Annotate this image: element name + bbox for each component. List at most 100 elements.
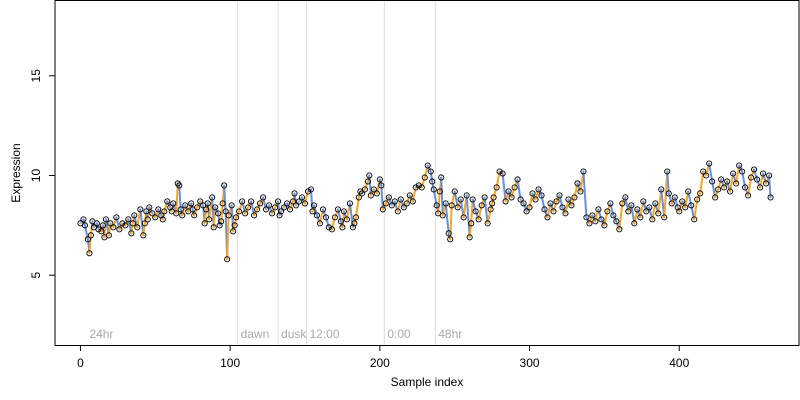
data-point	[204, 200, 211, 207]
y-tick-label: 10	[29, 168, 43, 182]
data-point	[325, 224, 332, 231]
data-point	[191, 212, 198, 219]
series-segment	[148, 206, 154, 215]
x-axis: 0 100 200 300 400	[77, 345, 690, 370]
data-point	[263, 206, 270, 213]
series-segment	[321, 208, 327, 219]
data-point	[622, 194, 629, 201]
data-point	[739, 168, 746, 175]
series-segment	[233, 216, 238, 227]
data-point	[403, 200, 410, 207]
series-points	[77, 160, 774, 263]
data-point	[378, 182, 385, 189]
series-segment	[399, 198, 405, 209]
data-point	[209, 194, 216, 201]
data-point	[718, 176, 725, 183]
marker-lines	[237, 1, 436, 345]
series-segment	[303, 190, 309, 205]
data-point	[275, 198, 282, 205]
series-segment	[336, 208, 342, 223]
data-point	[179, 212, 186, 219]
series-segment	[244, 206, 250, 215]
series-segment	[429, 170, 434, 183]
series-segment	[181, 204, 187, 217]
series-segment	[594, 208, 600, 223]
series-segment	[423, 164, 429, 179]
data-point	[81, 222, 88, 229]
data-point	[646, 204, 653, 211]
data-point	[225, 212, 232, 219]
data-point	[514, 176, 521, 183]
data-point	[637, 214, 644, 221]
data-point	[736, 162, 743, 169]
data-point	[158, 212, 165, 219]
data-point	[562, 210, 569, 217]
marker-label-2: dusk	[281, 327, 307, 341]
data-point	[628, 202, 635, 209]
data-point	[493, 184, 500, 191]
series-segment	[130, 222, 134, 235]
series-segment	[289, 200, 295, 211]
series-segment	[256, 202, 262, 211]
data-point	[98, 228, 105, 235]
data-point	[448, 202, 455, 209]
series-segment	[348, 202, 354, 229]
data-point	[520, 200, 527, 207]
data-point	[468, 220, 475, 227]
series-segment	[232, 224, 236, 233]
data-point	[113, 214, 120, 221]
series-segment	[501, 172, 507, 203]
data-point	[233, 214, 240, 221]
data-point	[286, 206, 294, 213]
series-segment	[426, 164, 432, 173]
data-point	[490, 194, 497, 201]
data-point	[366, 172, 373, 179]
data-point	[496, 168, 503, 175]
series-segment	[522, 202, 528, 213]
data-point	[586, 220, 593, 227]
series-segment	[420, 176, 426, 189]
data-point	[619, 200, 626, 207]
series-segments	[79, 162, 772, 261]
series-segment	[714, 188, 720, 199]
data-point	[565, 196, 572, 203]
data-point	[658, 186, 665, 193]
data-point	[291, 190, 298, 197]
series-segment	[483, 196, 489, 225]
series-segment	[431, 180, 435, 191]
series-segment	[673, 196, 679, 209]
data-point	[715, 186, 722, 193]
series-segment	[612, 214, 618, 223]
data-point	[712, 194, 719, 201]
data-point	[245, 204, 252, 211]
data-point	[409, 198, 416, 205]
data-point	[176, 182, 183, 189]
data-point	[526, 204, 533, 211]
series-segment	[693, 198, 699, 221]
data-point	[469, 196, 476, 203]
series-segment	[437, 190, 441, 215]
data-point	[388, 202, 395, 209]
data-point	[367, 192, 374, 199]
series-segment	[178, 184, 182, 211]
data-point	[478, 202, 485, 209]
data-point	[439, 212, 446, 219]
data-point	[309, 208, 316, 215]
data-point	[93, 220, 100, 227]
data-point	[289, 198, 297, 205]
data-point	[254, 206, 261, 213]
series-segment	[597, 208, 603, 221]
data-point	[182, 202, 189, 209]
data-point	[598, 216, 605, 223]
data-point	[131, 212, 138, 219]
data-point	[331, 214, 338, 221]
series-segment	[444, 202, 450, 235]
data-point	[107, 220, 114, 227]
data-point	[164, 198, 171, 205]
data-point	[706, 160, 713, 167]
data-point	[122, 222, 129, 229]
data-point	[99, 222, 106, 229]
series-segment	[363, 180, 369, 191]
data-point	[665, 190, 672, 197]
data-point	[382, 200, 389, 207]
